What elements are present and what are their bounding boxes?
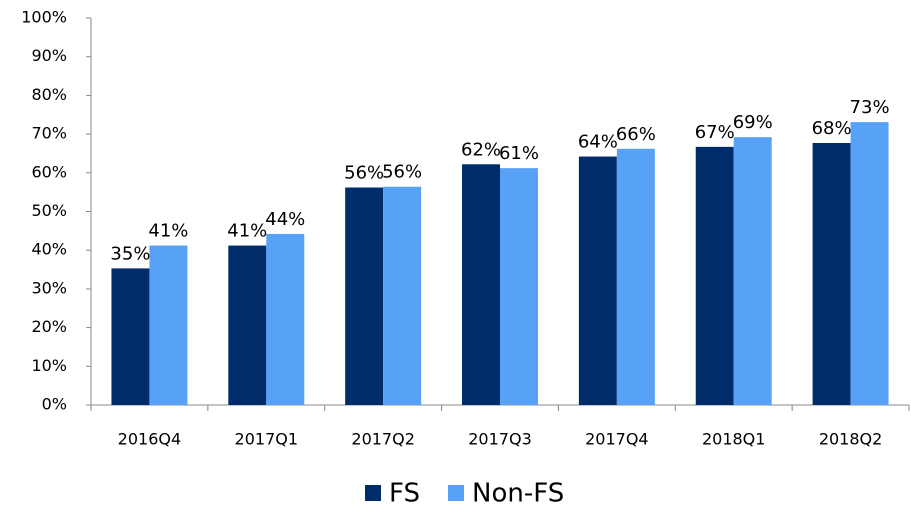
x-tick-label: 2018Q2 (819, 430, 883, 449)
bar (733, 137, 772, 406)
x-tick-label: 2017Q2 (351, 430, 415, 449)
y-tick-label: 30% (31, 278, 67, 297)
data-label: 69% (733, 112, 773, 133)
data-label: 67% (695, 122, 735, 143)
bar (462, 164, 500, 405)
bar (345, 187, 384, 405)
data-label: 41% (227, 221, 267, 242)
bar (695, 146, 734, 405)
y-tick-label: 100% (21, 8, 67, 27)
legend-label: Non-FS (472, 479, 564, 509)
data-label: 35% (110, 243, 150, 264)
bar (383, 186, 422, 405)
bar (111, 268, 150, 405)
data-label: 41% (148, 221, 188, 242)
data-label: 68% (812, 118, 852, 139)
bar (850, 122, 889, 405)
data-label: 61% (499, 143, 539, 164)
bar (578, 156, 617, 405)
legend-swatch (448, 485, 465, 501)
y-tick-label: 0% (42, 395, 67, 414)
x-tick-label: 2017Q3 (468, 430, 532, 449)
data-label: 56% (382, 162, 422, 183)
y-tick-label: 80% (31, 85, 67, 104)
y-tick-label: 50% (31, 201, 67, 220)
y-tick-label: 70% (31, 124, 67, 143)
data-label: 56% (344, 163, 384, 184)
data-label: 62% (461, 139, 501, 160)
y-tick-label: 60% (31, 162, 67, 181)
bar (228, 245, 267, 405)
y-tick-label: 90% (31, 46, 67, 65)
y-tick-label: 20% (31, 317, 67, 336)
x-tick-label: 2017Q1 (235, 430, 299, 449)
bar (812, 143, 851, 405)
bar (149, 245, 188, 405)
bar (500, 168, 538, 405)
x-tick-label: 2017Q4 (585, 430, 649, 449)
bar (616, 148, 655, 405)
y-tick-label: 10% (31, 356, 67, 375)
data-label: 64% (578, 132, 618, 153)
bar (266, 233, 305, 405)
data-label: 73% (850, 97, 890, 118)
data-label: 44% (265, 209, 305, 230)
legend-swatch (365, 485, 381, 501)
x-tick-label: 2018Q1 (702, 430, 766, 449)
x-tick-label: 2016Q4 (118, 430, 182, 449)
data-label: 66% (616, 124, 656, 145)
y-tick-label: 40% (31, 240, 67, 259)
legend-label: FS (389, 479, 420, 509)
